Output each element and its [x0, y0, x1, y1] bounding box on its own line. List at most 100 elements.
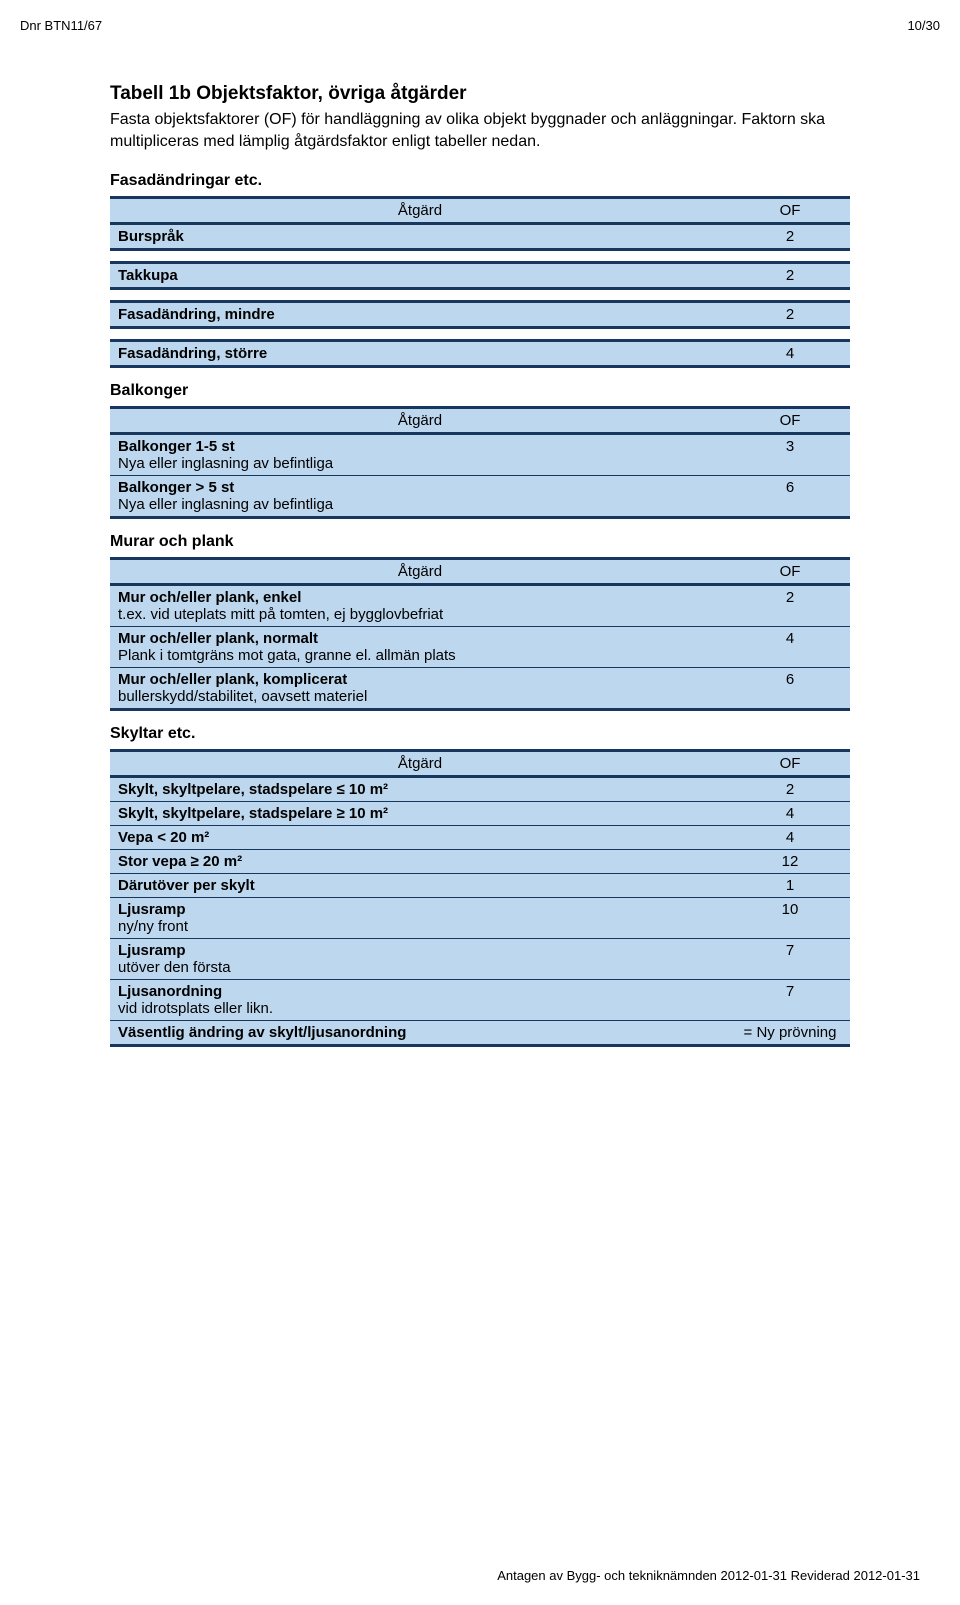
row-label: Takkupa [110, 263, 730, 289]
row-cell: Mur och/eller plank, komplicerat bullers… [110, 668, 730, 710]
row-label: Vepa < 20 m² [110, 826, 730, 850]
row-label: Mur och/eller plank, komplicerat [118, 671, 347, 688]
table-row: Vepa < 20 m² 4 [110, 826, 850, 850]
row-label: Stor vepa ≥ 20 m² [110, 850, 730, 874]
row-of: 12 [730, 850, 850, 874]
row-of: 4 [730, 802, 850, 826]
row-sub: bullerskydd/stabilitet, oavsett materiel [118, 688, 367, 705]
row-of: 2 [730, 777, 850, 802]
section-heading-skyltar: Skyltar etc. [110, 725, 850, 743]
row-label: Skylt, skyltpelare, stadspelare ≥ 10 m² [110, 802, 730, 826]
section-heading-murar: Murar och plank [110, 533, 850, 551]
col-action: Åtgärd [110, 559, 730, 585]
row-of: 6 [730, 668, 850, 710]
row-label: Fasadändring, mindre [110, 302, 730, 328]
page-number: 10/30 [907, 18, 940, 33]
table-row: Skylt, skyltpelare, stadspelare ≥ 10 m² … [110, 802, 850, 826]
table-row: Därutöver per skylt 1 [110, 874, 850, 898]
row-sub: ny/ny front [118, 918, 188, 935]
row-of: 2 [730, 263, 850, 289]
row-cell: Balkonger > 5 st Nya eller inglasning av… [110, 476, 730, 518]
row-cell: Mur och/eller plank, normalt Plank i tom… [110, 627, 730, 668]
row-of: 6 [730, 476, 850, 518]
table-row: Mur och/eller plank, enkel t.ex. vid ute… [110, 585, 850, 627]
table-row: Ljusramp utöver den första 7 [110, 939, 850, 980]
row-label: Burspråk [110, 224, 730, 250]
row-cell: Balkonger 1-5 st Nya eller inglasning av… [110, 434, 730, 476]
row-sub: t.ex. vid uteplats mitt på tomten, ej by… [118, 606, 443, 623]
col-action: Åtgärd [110, 408, 730, 434]
row-label: Skylt, skyltpelare, stadspelare ≤ 10 m² [110, 777, 730, 802]
page-header: Dnr BTN11/67 10/30 [20, 18, 940, 33]
row-of: 2 [730, 224, 850, 250]
row-label: Ljusanordning [118, 983, 222, 1000]
row-cell: Ljusramp utöver den första [110, 939, 730, 980]
row-label: Fasadändring, större [110, 341, 730, 367]
row-of: 1 [730, 874, 850, 898]
table-header-row: Åtgärd OF [110, 559, 850, 585]
table-row: Ljusanordning vid idrotsplats eller likn… [110, 980, 850, 1021]
col-of: OF [730, 198, 850, 224]
table-row: Skylt, skyltpelare, stadspelare ≤ 10 m² … [110, 777, 850, 802]
row-sub: vid idrotsplats eller likn. [118, 1000, 273, 1017]
section-heading-balkonger: Balkonger [110, 382, 850, 400]
table-row: Balkonger 1-5 st Nya eller inglasning av… [110, 434, 850, 476]
table-fasad-storre: Fasadändring, större 4 [110, 339, 850, 368]
table-header-row: Åtgärd OF [110, 408, 850, 434]
table-row: Ljusramp ny/ny front 10 [110, 898, 850, 939]
page-subtitle: Fasta objektsfaktorer (OF) för handläggn… [110, 109, 850, 152]
table-row: Mur och/eller plank, normalt Plank i tom… [110, 627, 850, 668]
col-of: OF [730, 751, 850, 777]
table-murar: Åtgärd OF Mur och/eller plank, enkel t.e… [110, 557, 850, 711]
table-fasad-takkupa: Takkupa 2 [110, 261, 850, 290]
col-of: OF [730, 408, 850, 434]
row-of: 4 [730, 341, 850, 367]
table-row: Burspråk 2 [110, 224, 850, 250]
table-row: Fasadändring, mindre 2 [110, 302, 850, 328]
row-label: Balkonger > 5 st [118, 479, 234, 496]
row-of: 2 [730, 585, 850, 627]
row-of: = Ny prövning [730, 1021, 850, 1046]
table-fasad-main: Åtgärd OF Burspråk 2 [110, 196, 850, 251]
row-of: 10 [730, 898, 850, 939]
page-title: Tabell 1b Objektsfaktor, övriga åtgärder [110, 83, 850, 105]
row-sub: Plank i tomtgräns mot gata, granne el. a… [118, 647, 456, 664]
row-of: 4 [730, 627, 850, 668]
table-header-row: Åtgärd OF [110, 198, 850, 224]
doc-number: Dnr BTN11/67 [20, 18, 102, 33]
col-action: Åtgärd [110, 751, 730, 777]
section-heading-fasad: Fasadändringar etc. [110, 172, 850, 190]
row-of: 3 [730, 434, 850, 476]
row-cell: Ljusanordning vid idrotsplats eller likn… [110, 980, 730, 1021]
row-label: Ljusramp [118, 942, 186, 959]
row-of: 7 [730, 980, 850, 1021]
row-label: Väsentlig ändring av skylt/ljusanordning [110, 1021, 730, 1046]
table-row: Mur och/eller plank, komplicerat bullers… [110, 668, 850, 710]
row-label: Balkonger 1-5 st [118, 438, 235, 455]
table-header-row: Åtgärd OF [110, 751, 850, 777]
row-label: Ljusramp [118, 901, 186, 918]
table-row: Stor vepa ≥ 20 m² 12 [110, 850, 850, 874]
table-row: Balkonger > 5 st Nya eller inglasning av… [110, 476, 850, 518]
table-fasad-mindre: Fasadändring, mindre 2 [110, 300, 850, 329]
row-sub: utöver den första [118, 959, 231, 976]
row-sub: Nya eller inglasning av befintliga [118, 455, 333, 472]
row-label: Därutöver per skylt [110, 874, 730, 898]
row-cell: Mur och/eller plank, enkel t.ex. vid ute… [110, 585, 730, 627]
document-page: Dnr BTN11/67 10/30 Tabell 1b Objektsfakt… [0, 0, 960, 1605]
row-of: 4 [730, 826, 850, 850]
table-row: Takkupa 2 [110, 263, 850, 289]
table-row: Fasadändring, större 4 [110, 341, 850, 367]
page-footer: Antagen av Bygg- och tekniknämnden 2012-… [497, 1568, 920, 1583]
table-skyltar: Åtgärd OF Skylt, skyltpelare, stadspelar… [110, 749, 850, 1047]
row-of: 2 [730, 302, 850, 328]
col-action: Åtgärd [110, 198, 730, 224]
row-cell: Ljusramp ny/ny front [110, 898, 730, 939]
row-of: 7 [730, 939, 850, 980]
col-of: OF [730, 559, 850, 585]
row-label: Mur och/eller plank, enkel [118, 589, 301, 606]
table-balkonger: Åtgärd OF Balkonger 1-5 st Nya eller ing… [110, 406, 850, 519]
row-label: Mur och/eller plank, normalt [118, 630, 318, 647]
table-row: Väsentlig ändring av skylt/ljusanordning… [110, 1021, 850, 1046]
row-sub: Nya eller inglasning av befintliga [118, 496, 333, 513]
